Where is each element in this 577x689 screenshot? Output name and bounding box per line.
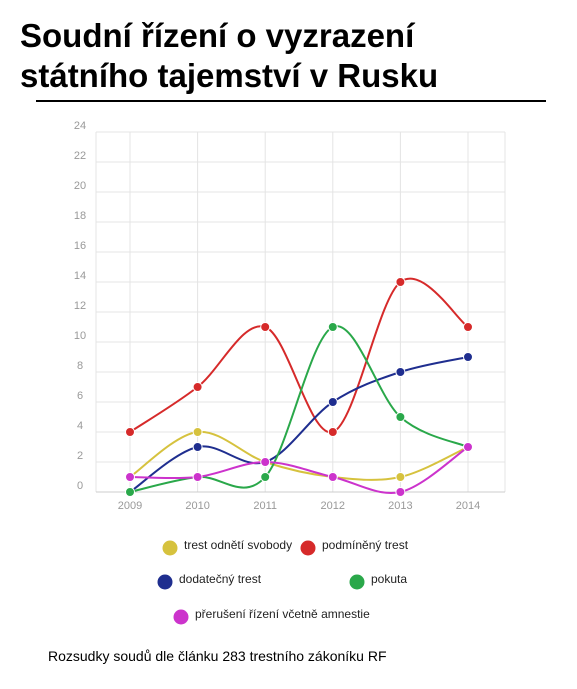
data-point [125,427,135,437]
data-point [395,367,406,377]
legend-label: dodatečný trest [179,572,262,586]
x-tick-label: 2014 [456,500,480,512]
data-point [395,412,406,422]
series-line [129,430,469,481]
data-point [125,487,135,497]
legend-label: pokuta [371,572,407,586]
y-tick-label: 4 [77,420,83,432]
legend-marker [157,574,173,590]
data-point [192,442,203,452]
legend-marker [349,574,365,590]
legend-marker [173,609,189,625]
data-point [395,277,406,287]
data-point [463,442,473,452]
y-tick-label: 24 [74,120,86,132]
x-tick-label: 2011 [253,500,277,512]
chart-title: Soudní řízení o vyzrazení státního tajem… [20,17,439,94]
data-point [395,487,406,497]
legend-marker [162,540,178,556]
data-point [395,472,406,482]
x-tick-label: 2013 [388,500,412,512]
legend-label: trest odnětí svobody [184,538,292,552]
series-line [129,277,469,434]
y-tick-label: 14 [74,270,86,282]
data-point [327,472,338,482]
legend-marker [300,540,316,556]
y-tick-label: 0 [77,480,83,492]
data-point [260,457,271,467]
data-point [192,382,203,392]
y-tick-label: 16 [74,240,86,252]
data-point [463,352,473,362]
data-point [260,472,271,482]
y-tick-label: 2 [77,450,83,462]
y-tick-label: 22 [74,150,86,162]
data-point [125,472,135,482]
data-point [192,472,203,482]
y-tick-label: 12 [74,300,86,312]
x-tick-label: 2009 [118,500,142,512]
y-tick-label: 10 [74,330,86,342]
caption: Rozsudky soudů dle článku 283 trestního … [48,648,387,664]
data-point [463,322,473,332]
data-point [260,322,271,332]
legend-label: podmíněný trest [322,538,409,552]
data-point [327,427,338,437]
y-tick-label: 8 [77,360,83,372]
data-point [327,322,338,332]
x-tick-label: 2010 [185,500,209,512]
data-point [327,397,338,407]
y-tick-label: 20 [74,180,86,192]
y-tick-label: 6 [77,390,83,402]
series-line [129,446,469,494]
legend-label: přerušení řízení včetně amnestie [195,607,370,621]
x-tick-label: 2012 [321,500,345,512]
title-rule [36,100,546,102]
y-tick-label: 18 [74,210,86,222]
data-point [192,427,203,437]
